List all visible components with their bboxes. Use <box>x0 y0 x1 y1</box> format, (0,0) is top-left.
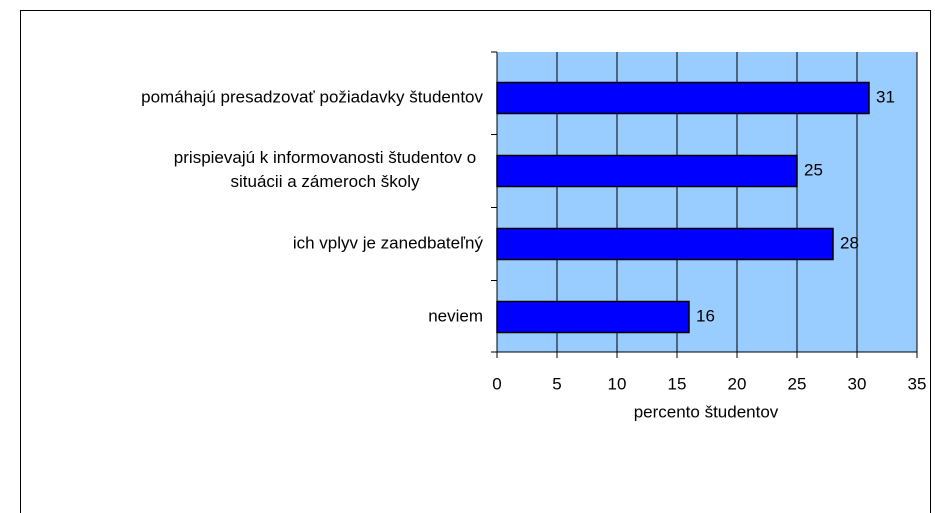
value-label: 16 <box>696 306 715 325</box>
label-line: situácii a zámeroch školy <box>231 172 420 191</box>
bar <box>496 300 690 334</box>
bar <box>496 154 798 188</box>
x-axis-title: percento študentov <box>634 402 779 421</box>
x-tick-label: 10 <box>608 374 627 393</box>
x-tick-label: 25 <box>788 374 807 393</box>
y-tick-label: pomáhajú presadzovať požiadavky študento… <box>141 87 483 106</box>
x-tick-label: 5 <box>552 374 561 393</box>
x-tick-label: 0 <box>492 374 501 393</box>
y-tick-label: neviem <box>428 306 483 325</box>
value-label: 31 <box>876 87 895 106</box>
x-tick-label: 15 <box>668 374 687 393</box>
label-line: prispievajú k informovanosti študentov o <box>174 148 476 167</box>
x-tick-label: 35 <box>908 374 927 393</box>
y-tick-label: prispievajú k informovanosti študentov o… <box>174 148 476 191</box>
y-tick-label: ich vplyv je zanedbateľný <box>293 233 484 252</box>
value-label: 25 <box>804 160 823 179</box>
x-tick-label: 20 <box>728 374 747 393</box>
x-tick-label: 30 <box>848 374 867 393</box>
bar <box>496 81 870 115</box>
bar <box>496 227 834 261</box>
value-label: 28 <box>840 233 859 252</box>
